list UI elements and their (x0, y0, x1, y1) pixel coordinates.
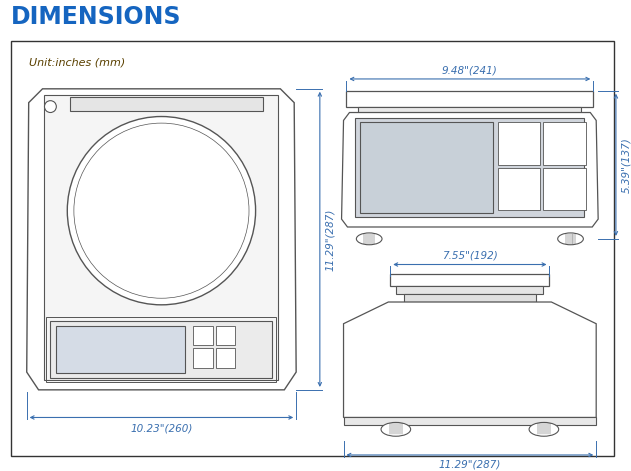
Bar (498, 168, 541, 210)
Ellipse shape (381, 422, 411, 436)
Bar (396, 286, 543, 294)
Polygon shape (343, 302, 596, 417)
Bar (391, 275, 550, 286)
Circle shape (74, 123, 249, 298)
Bar (11, 41, 614, 456)
Ellipse shape (558, 233, 584, 245)
Bar (193, 325, 213, 345)
Bar (50, 321, 273, 378)
Text: Unit:inches (mm): Unit:inches (mm) (28, 57, 125, 67)
Bar (404, 294, 536, 302)
Circle shape (68, 116, 256, 305)
Bar (543, 168, 586, 210)
Ellipse shape (357, 233, 382, 245)
Bar (346, 91, 593, 106)
Bar (56, 325, 185, 373)
Bar (47, 317, 276, 382)
Bar (216, 325, 235, 345)
Bar (360, 122, 493, 213)
Text: 11.29"(287): 11.29"(287) (439, 460, 501, 470)
Polygon shape (341, 113, 598, 227)
Bar (193, 349, 213, 368)
Bar (343, 417, 596, 425)
Text: 7.55"(192): 7.55"(192) (442, 251, 498, 260)
Circle shape (45, 101, 56, 113)
Text: 10.23"(260): 10.23"(260) (130, 423, 192, 433)
Text: 11.29"(287): 11.29"(287) (325, 208, 335, 270)
Bar (45, 95, 278, 380)
Bar (70, 97, 262, 111)
Bar (355, 118, 584, 217)
Text: 9.48"(241): 9.48"(241) (442, 65, 498, 75)
Bar (358, 106, 581, 113)
Text: DIMENSIONS: DIMENSIONS (11, 5, 182, 29)
Bar (498, 122, 541, 165)
Bar (355, 118, 584, 217)
Ellipse shape (529, 422, 558, 436)
Polygon shape (27, 89, 296, 390)
Bar (543, 122, 586, 165)
Bar (216, 349, 235, 368)
Text: 5.39"(137): 5.39"(137) (621, 137, 631, 193)
